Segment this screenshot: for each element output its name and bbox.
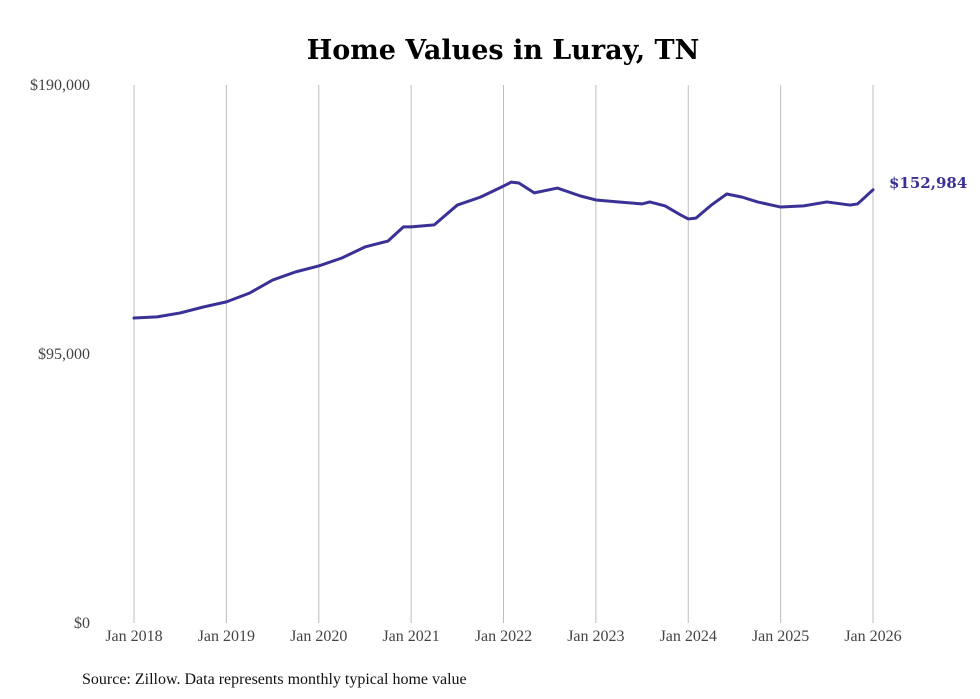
y-tick-label: $95,000: [38, 346, 90, 363]
x-tick-label: Jan 2026: [844, 628, 901, 645]
x-axis: Jan 2018 Jan 2019 Jan 2020 Jan 2021 Jan 2022…: [105, 628, 901, 645]
y-axis: $0 $95,000 $190,000: [30, 77, 90, 632]
source-note: Source: Zillow. Data represents monthly …: [82, 671, 467, 688]
grid-lines: [133, 85, 874, 623]
x-tick-label: Jan 2019: [198, 628, 255, 645]
y-tick-label: $0: [74, 615, 90, 632]
end-value-label: $152,984: [889, 174, 967, 192]
series-group: $152,984: [132, 174, 967, 320]
x-tick-label: Jan 2018: [105, 628, 162, 645]
x-tick-label: Jan 2025: [752, 628, 809, 645]
x-tick-label: Jan 2024: [660, 628, 717, 645]
x-tick-label: Jan 2020: [290, 628, 347, 645]
x-tick-label: Jan 2023: [567, 628, 624, 645]
y-tick-label: $190,000: [30, 77, 90, 94]
chart-title: Home Values in Luray, TN: [307, 35, 700, 66]
x-tick-label: Jan 2021: [382, 628, 439, 645]
series-line: [132, 180, 875, 320]
x-tick-label: Jan 2022: [475, 628, 532, 645]
